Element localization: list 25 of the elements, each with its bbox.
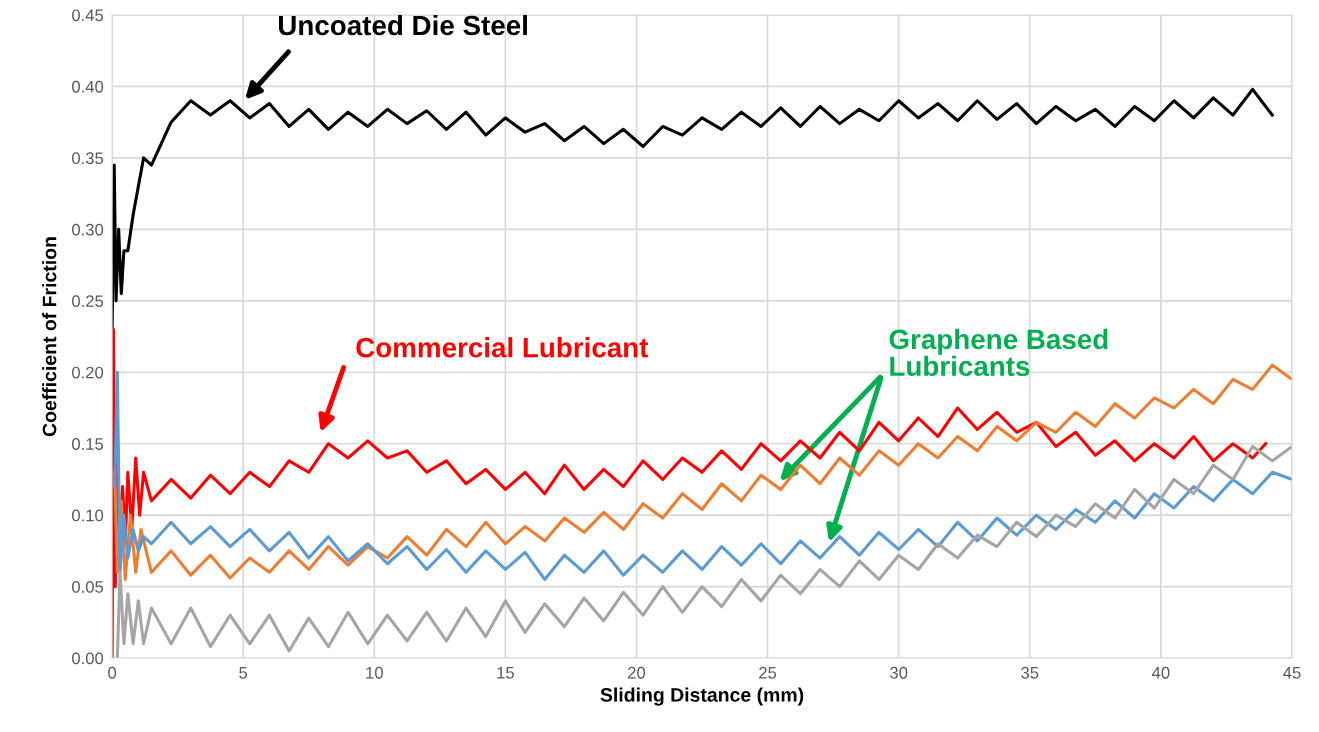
y-tick-label: 0.40 xyxy=(72,80,104,93)
y-tick-label: 0.15 xyxy=(72,438,104,450)
y-tick-label: 0.45 xyxy=(72,9,104,22)
y-tick-label: 0.30 xyxy=(72,223,104,236)
x-tick-label: 45 xyxy=(1283,667,1301,679)
x-tick-label: 25 xyxy=(759,666,777,679)
x-tick-label: 40 xyxy=(1151,666,1170,679)
x-tick-label: 10 xyxy=(366,666,383,679)
annotation: Graphene Based Lubricants xyxy=(889,328,1108,377)
y-tick-label: 0.20 xyxy=(72,366,104,379)
annotation: Uncoated Die Steel xyxy=(278,14,527,36)
x-tick-label: 20 xyxy=(628,666,646,679)
x-tick-label: 35 xyxy=(1021,666,1039,679)
x-tick-label: 15 xyxy=(497,667,514,679)
y-tick-label: 0.00 xyxy=(72,652,104,665)
x-tick-label: 5 xyxy=(239,667,248,679)
x-tick-label: 30 xyxy=(890,666,908,679)
x-axis-title: Sliding Distance (mm) xyxy=(600,687,804,706)
y-axis-title: Coefficient of Friction xyxy=(42,237,57,437)
y-tick-label: 0.10 xyxy=(72,509,104,522)
x-tick-label: 0 xyxy=(108,666,117,679)
y-tick-label: 0.35 xyxy=(72,152,104,165)
y-tick-label: 0.05 xyxy=(72,581,104,593)
annotation: Commercial Lubricant xyxy=(356,337,649,358)
y-tick-label: 0.25 xyxy=(72,295,104,308)
